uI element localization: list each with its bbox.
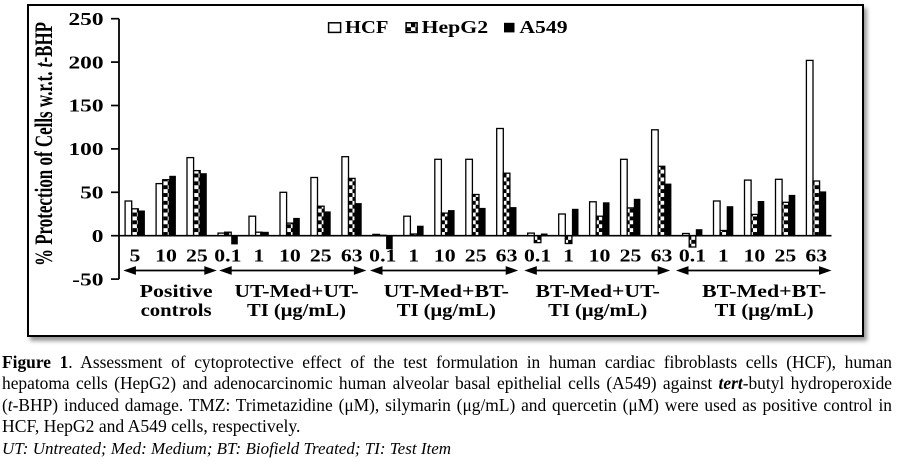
svg-text:0.1: 0.1 <box>214 246 241 266</box>
svg-text:controls: controls <box>141 300 212 320</box>
svg-text:25: 25 <box>310 246 332 266</box>
svg-text:0.1: 0.1 <box>524 246 551 266</box>
svg-text:-50: -50 <box>72 269 104 289</box>
svg-text:0: 0 <box>92 226 104 246</box>
svg-text:25: 25 <box>620 246 642 266</box>
svg-text:1: 1 <box>563 246 574 266</box>
svg-text:25: 25 <box>186 246 208 266</box>
svg-text:10: 10 <box>744 246 766 266</box>
svg-text:HepG2: HepG2 <box>422 17 489 37</box>
svg-text:BT-Med+BT-: BT-Med+BT- <box>702 281 826 301</box>
svg-text:10: 10 <box>589 246 611 266</box>
svg-text:63: 63 <box>805 246 827 266</box>
svg-text:250: 250 <box>69 9 104 29</box>
svg-text:10: 10 <box>434 246 456 266</box>
svg-text:0.1: 0.1 <box>369 246 396 266</box>
svg-text:25: 25 <box>465 246 487 266</box>
svg-text:1: 1 <box>253 246 264 266</box>
svg-text:TI (μg/mL): TI (μg/mL) <box>715 300 814 320</box>
svg-text:25: 25 <box>775 246 797 266</box>
svg-text:1: 1 <box>718 246 729 266</box>
svg-text:10: 10 <box>155 246 177 266</box>
svg-text:UT-Med+BT-: UT-Med+BT- <box>384 281 510 301</box>
svg-text:63: 63 <box>496 246 518 266</box>
svg-text:150: 150 <box>69 96 104 116</box>
svg-text:% Protection of Cells w.r.t. t: % Protection of Cells w.r.t. t-BHP <box>31 22 58 266</box>
svg-text:50: 50 <box>80 183 104 203</box>
svg-text:UT-Med+UT-: UT-Med+UT- <box>235 281 359 301</box>
svg-text:10: 10 <box>279 246 301 266</box>
svg-text:100: 100 <box>69 139 104 159</box>
svg-text:TI (μg/mL): TI (μg/mL) <box>397 300 496 320</box>
svg-text:5: 5 <box>130 246 141 266</box>
svg-text:HCF: HCF <box>345 17 389 37</box>
svg-text:200: 200 <box>69 52 104 72</box>
svg-text:0.1: 0.1 <box>679 246 706 266</box>
svg-text:TI (μg/mL): TI (μg/mL) <box>247 300 346 320</box>
svg-text:Positive: Positive <box>140 281 213 301</box>
svg-text:A549: A549 <box>519 17 568 37</box>
svg-text:BT-Med+UT-: BT-Med+UT- <box>536 281 661 301</box>
svg-text:TI (μg/mL): TI (μg/mL) <box>548 300 647 320</box>
svg-text:1: 1 <box>408 246 419 266</box>
svg-text:63: 63 <box>651 246 673 266</box>
svg-text:63: 63 <box>341 246 363 266</box>
